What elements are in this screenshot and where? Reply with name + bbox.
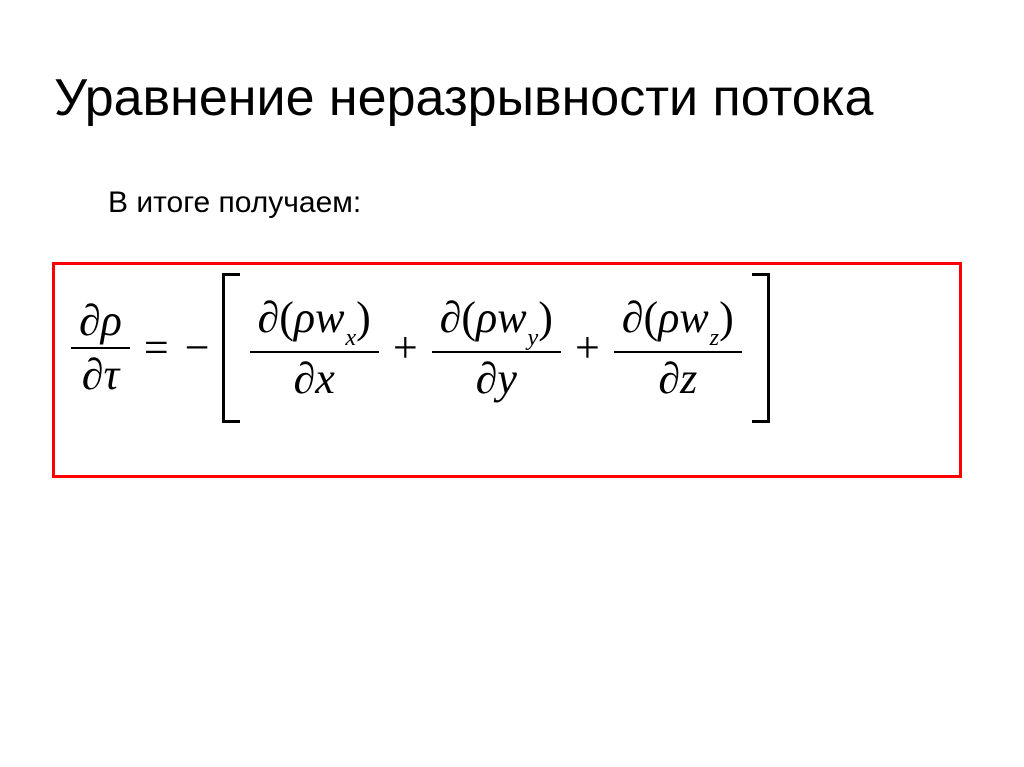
var-x: x bbox=[315, 354, 335, 403]
var-z: z bbox=[680, 354, 697, 403]
w-symbol: w bbox=[315, 293, 344, 342]
term-x-fraction: ∂(ρwx) ∂x bbox=[250, 292, 379, 405]
rho-symbol: ρ bbox=[476, 293, 497, 342]
plus-sign: + bbox=[393, 326, 418, 370]
term-z-numerator: ∂(ρwz) bbox=[614, 292, 742, 353]
right-bracket bbox=[752, 273, 770, 423]
rparen: ) bbox=[356, 293, 371, 342]
term-z-denominator: ∂z bbox=[650, 353, 705, 405]
lparen: ( bbox=[279, 293, 294, 342]
subscript-y: y bbox=[528, 324, 539, 351]
slide-title: Уравнение неразрывности потока bbox=[54, 68, 873, 128]
rho-symbol: ρ bbox=[101, 296, 122, 345]
partial-symbol: ∂ bbox=[294, 354, 316, 403]
slide-subtitle: В итоге получаем: bbox=[108, 186, 361, 220]
partial-symbol: ∂ bbox=[440, 293, 462, 342]
term-x-numerator: ∂(ρwx) bbox=[250, 292, 379, 353]
w-symbol: w bbox=[679, 293, 708, 342]
partial-symbol: ∂ bbox=[82, 350, 104, 399]
w-symbol: w bbox=[497, 293, 526, 342]
rparen: ) bbox=[538, 293, 553, 342]
var-y: y bbox=[497, 354, 517, 403]
plus-sign: + bbox=[575, 326, 600, 370]
subscript-z: z bbox=[710, 324, 719, 351]
rparen: ) bbox=[719, 293, 734, 342]
partial-symbol: ∂ bbox=[622, 293, 644, 342]
rho-symbol: ρ bbox=[658, 293, 679, 342]
equals-sign: = bbox=[144, 326, 169, 370]
lparen: ( bbox=[644, 293, 659, 342]
partial-symbol: ∂ bbox=[79, 296, 101, 345]
term-y-fraction: ∂(ρwy) ∂y bbox=[432, 292, 561, 405]
slide: Уравнение неразрывности потока В итоге п… bbox=[0, 0, 1024, 767]
equation-box: ∂ρ ∂τ = − ∂(ρwx) ∂x bbox=[52, 262, 962, 478]
left-bracket bbox=[222, 273, 240, 423]
partial-symbol: ∂ bbox=[658, 354, 680, 403]
subscript-x: x bbox=[345, 324, 356, 351]
term-z-fraction: ∂(ρwz) ∂z bbox=[614, 292, 742, 405]
lhs-denominator: ∂τ bbox=[74, 349, 128, 401]
rho-symbol: ρ bbox=[294, 293, 315, 342]
lhs-numerator: ∂ρ bbox=[71, 295, 130, 349]
partial-symbol: ∂ bbox=[476, 354, 498, 403]
minus-sign: − bbox=[185, 326, 210, 370]
bracket-content: ∂(ρwx) ∂x + ∂(ρwy) ∂y + bbox=[244, 292, 748, 405]
lhs-fraction: ∂ρ ∂τ bbox=[71, 295, 130, 401]
term-y-numerator: ∂(ρwy) bbox=[432, 292, 561, 353]
continuity-equation: ∂ρ ∂τ = − ∂(ρwx) ∂x bbox=[55, 273, 959, 423]
lparen: ( bbox=[461, 293, 476, 342]
partial-symbol: ∂ bbox=[258, 293, 280, 342]
term-y-denominator: ∂y bbox=[468, 353, 525, 405]
term-x-denominator: ∂x bbox=[286, 353, 343, 405]
tau-symbol: τ bbox=[103, 350, 119, 399]
